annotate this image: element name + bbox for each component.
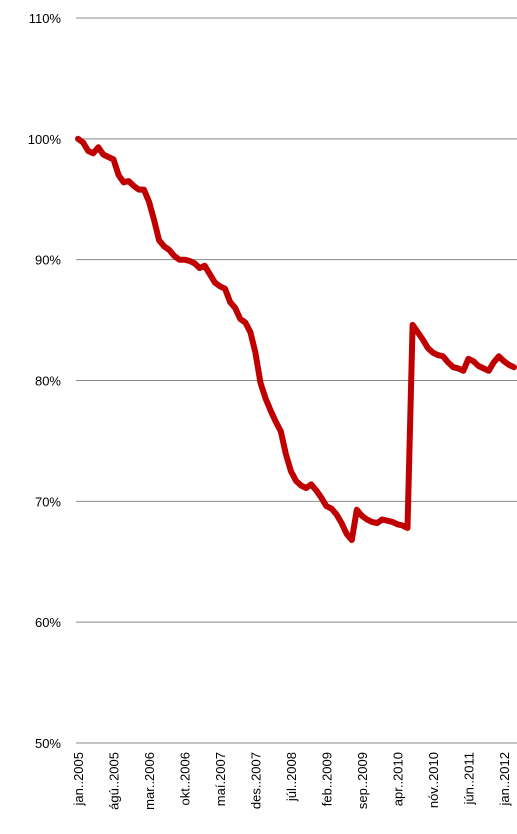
grid-lines	[76, 17, 517, 744]
y-tick-label: 90%	[35, 253, 61, 268]
x-tick-label: ágú..2005	[106, 752, 121, 810]
y-axis-tick-labels: 50% 60% 70% 80% 90% 100% 110%	[28, 11, 62, 751]
x-tick-label: des..2007	[248, 752, 263, 809]
x-tick-label: jan..2005	[71, 752, 86, 807]
y-tick-label: 60%	[35, 615, 61, 630]
series-lines	[75, 135, 517, 543]
y-tick-label: 110%	[29, 11, 62, 26]
x-tick-label: feb..2009	[319, 752, 334, 806]
x-tick-label: okt..2006	[177, 752, 192, 806]
x-tick-label: apr..2010	[390, 752, 405, 806]
y-tick-label: 80%	[35, 374, 61, 389]
y-tick-label: 100%	[28, 132, 62, 147]
x-tick-label: jún..2011	[461, 752, 476, 806]
x-tick-label: nóv..2010	[426, 752, 441, 808]
x-axis-tick-labels: jan..2005 ágú..2005 mar..2006 okt..2006 maí.…	[71, 752, 512, 810]
x-tick-label: júl..2008	[284, 752, 299, 802]
y-tick-label: 70%	[35, 494, 61, 509]
x-tick-label: sep..2009	[355, 752, 370, 809]
x-tick-label: mar..2006	[142, 752, 157, 810]
series-line-0	[75, 135, 517, 543]
x-tick-label: jan..2012	[497, 752, 512, 807]
x-tick-label: maí.2007	[213, 752, 228, 806]
y-tick-label: 50%	[35, 736, 61, 751]
